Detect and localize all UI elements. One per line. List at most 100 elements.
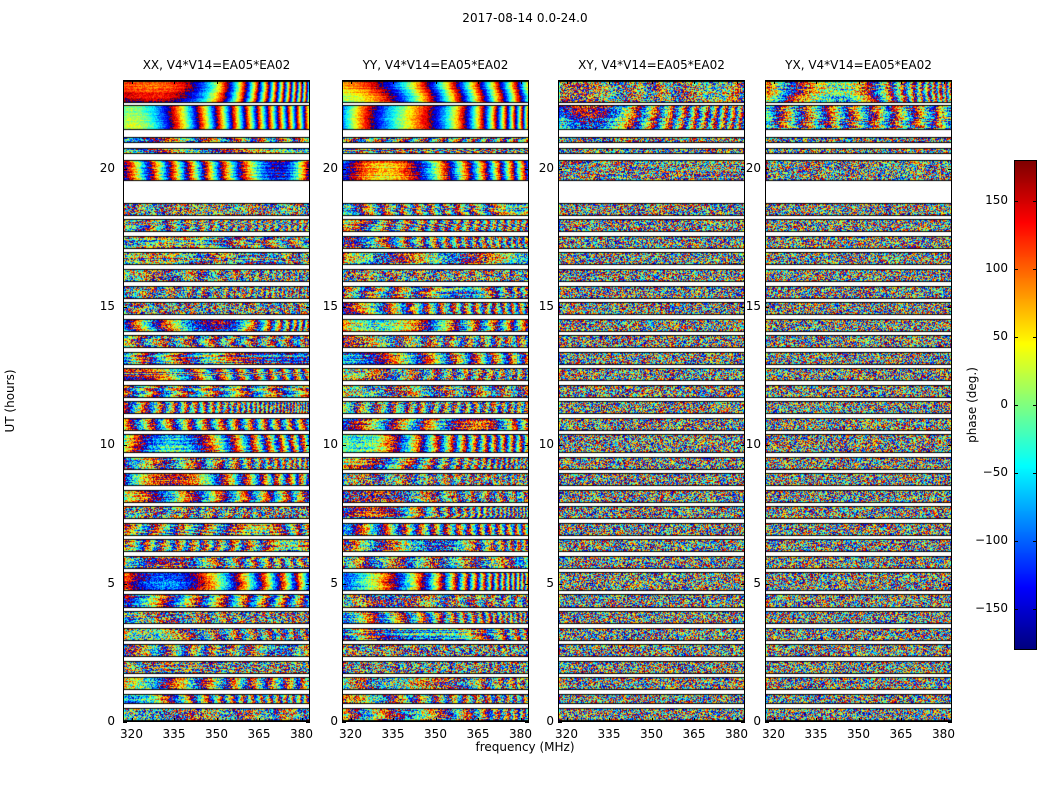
y-tick-label-2-5: 5 — [546, 575, 554, 590]
x-tick-label-2-380: 380 — [725, 727, 748, 741]
y-tick-mark-r-0-20 — [306, 169, 310, 170]
y-tick-mark-3-20 — [765, 169, 769, 170]
colorbar-tick-mark-r-50 — [1033, 337, 1037, 338]
y-tick-label-1-15: 15 — [322, 298, 338, 313]
colorbar-tick-mark-150 — [1014, 201, 1018, 202]
panel-title-yy: YY, V4*V14=EA05*EA02 — [362, 58, 509, 72]
y-tick-mark-2-5 — [558, 584, 562, 585]
colorbar-tick-mark-0 — [1014, 405, 1018, 406]
y-tick-mark-3-0 — [765, 722, 769, 723]
y-tick-mark-r-0-5 — [306, 584, 310, 585]
y-tick-mark-r-3-5 — [948, 584, 952, 585]
colorbar-tick-mark--100 — [1014, 541, 1018, 542]
waterfall-image-xy — [559, 81, 744, 721]
x-tick-mark-1-350 — [436, 718, 437, 722]
x-tick-mark-t-1-335 — [393, 80, 394, 84]
x-tick-mark-t-3-380 — [944, 80, 945, 84]
y-tick-mark-r-2-10 — [741, 445, 745, 446]
x-tick-mark-3-365 — [901, 718, 902, 722]
y-tick-mark-r-1-10 — [525, 445, 529, 446]
x-tick-mark-0-320 — [132, 718, 133, 722]
colorbar-gradient — [1015, 161, 1036, 649]
x-tick-mark-2-380 — [737, 718, 738, 722]
y-tick-mark-r-1-20 — [525, 169, 529, 170]
x-tick-mark-t-0-335 — [174, 80, 175, 84]
x-tick-label-2-350: 350 — [640, 727, 663, 741]
y-tick-mark-r-3-10 — [948, 445, 952, 446]
x-tick-label-1-365: 365 — [466, 727, 490, 741]
x-tick-label-1-335: 335 — [381, 727, 405, 741]
y-tick-label-0: 0 — [107, 714, 115, 728]
x-tick-label-3-380: 380 — [932, 727, 955, 741]
colorbar-tick-mark-r-150 — [1033, 201, 1037, 202]
x-tick-mark-2-320 — [567, 718, 568, 722]
y-tick-label-1-10: 10 — [322, 437, 338, 452]
y-tick-mark-r-2-5 — [741, 584, 745, 585]
x-tick-mark-t-2-350 — [652, 80, 653, 84]
x-tick-mark-t-1-320 — [351, 80, 352, 84]
x-tick-mark-0-380 — [302, 718, 303, 722]
colorbar-tick-mark-r--50 — [1033, 473, 1037, 474]
y-tick-label-1-20: 20 — [322, 160, 338, 175]
y-tick-label-1-5: 5 — [330, 575, 338, 590]
y-tick-mark-3-10 — [765, 445, 769, 446]
x-tick-label-3-350: 350 — [847, 727, 870, 741]
x-tick-mark-t-3-335 — [816, 80, 817, 84]
colorbar-tick-label-50: 50 — [992, 328, 1008, 343]
y-tick-label-15: 15 — [99, 298, 115, 313]
x-tick-mark-2-335 — [609, 718, 610, 722]
y-tick-mark-r-2-15 — [741, 307, 745, 308]
y-tick-label-3-15: 15 — [745, 298, 761, 313]
y-tick-mark-r-3-15 — [948, 307, 952, 308]
x-tick-label-0-380: 380 — [290, 727, 313, 741]
x-tick-mark-t-2-320 — [567, 80, 568, 84]
x-tick-mark-t-1-380 — [521, 80, 522, 84]
x-tick-mark-t-0-350 — [217, 80, 218, 84]
waterfall-panel-yy[interactable] — [342, 80, 529, 722]
x-tick-mark-0-335 — [174, 718, 175, 722]
y-tick-mark-r-3-0 — [948, 722, 952, 723]
x-tick-label-3-335: 335 — [804, 727, 828, 741]
x-tick-mark-3-335 — [816, 718, 817, 722]
y-tick-mark-r-0-15 — [306, 307, 310, 308]
x-tick-label-2-320: 320 — [555, 727, 578, 741]
x-tick-mark-0-350 — [217, 718, 218, 722]
x-tick-label-1-380: 380 — [509, 727, 532, 741]
x-tick-mark-t-2-380 — [737, 80, 738, 84]
y-tick-label-zero-3: 0 — [753, 714, 761, 728]
y-tick-mark-0-20 — [123, 169, 127, 170]
y-tick-label-2-10: 10 — [538, 437, 554, 452]
y-tick-label-3-5: 5 — [753, 575, 761, 590]
y-tick-label-3-10: 10 — [745, 437, 761, 452]
y-tick-mark-1-20 — [342, 169, 346, 170]
waterfall-panel-xy[interactable] — [558, 80, 745, 722]
colorbar-tick-mark-50 — [1014, 337, 1018, 338]
colorbar-tick-label--50: −50 — [982, 465, 1008, 480]
x-tick-label-0-350: 350 — [205, 727, 228, 741]
x-tick-label-3-365: 365 — [889, 727, 913, 741]
y-tick-label-2-15: 15 — [538, 298, 554, 313]
waterfall-panel-xx[interactable] — [123, 80, 310, 722]
y-tick-mark-0-10 — [123, 445, 127, 446]
x-tick-mark-t-3-320 — [774, 80, 775, 84]
colorbar-tick-label--100: −100 — [975, 533, 1008, 548]
colorbar-tick-mark-r-0 — [1033, 405, 1037, 406]
x-tick-mark-1-380 — [521, 718, 522, 722]
waterfall-image-yx — [766, 81, 951, 721]
y-tick-mark-r-0-10 — [306, 445, 310, 446]
y-tick-mark-r-1-5 — [525, 584, 529, 585]
y-tick-mark-3-5 — [765, 584, 769, 585]
x-tick-mark-2-365 — [694, 718, 695, 722]
waterfall-panel-yx[interactable] — [765, 80, 952, 722]
x-tick-mark-t-3-350 — [859, 80, 860, 84]
x-tick-label-1-320: 320 — [339, 727, 362, 741]
y-tick-mark-r-2-0 — [741, 722, 745, 723]
y-tick-mark-3-15 — [765, 307, 769, 308]
panel-title-xy: XY, V4*V14=EA05*EA02 — [578, 58, 725, 72]
y-tick-mark-2-20 — [558, 169, 562, 170]
y-tick-mark-2-10 — [558, 445, 562, 446]
x-tick-mark-t-0-320 — [132, 80, 133, 84]
y-tick-mark-1-5 — [342, 584, 346, 585]
x-tick-label-0-320: 320 — [120, 727, 143, 741]
y-tick-mark-r-1-0 — [525, 722, 529, 723]
